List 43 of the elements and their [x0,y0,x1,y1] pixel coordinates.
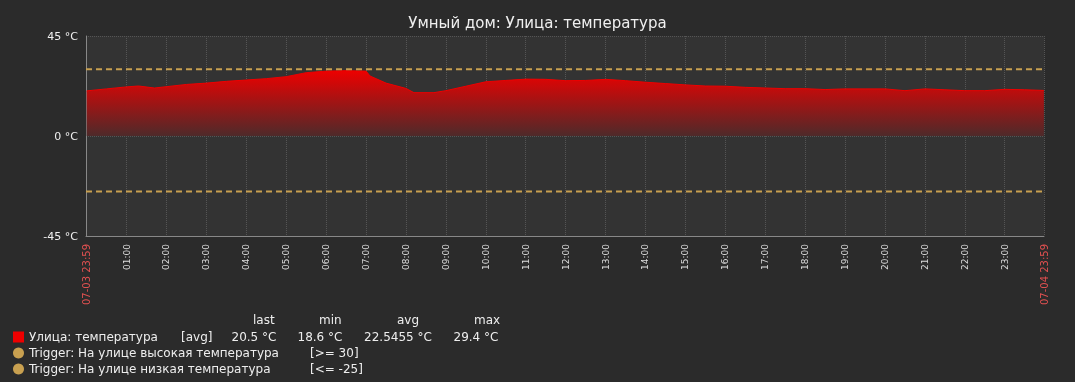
y-tick-label: 45 °C [47,29,79,43]
text: max [474,313,501,327]
x-tick-label: 04:00 [241,243,252,270]
text: 20.5 °C [231,330,277,344]
x-tick-label: 14:00 [640,243,651,270]
text: 18.6 °C [297,330,343,344]
text: [avg] [181,330,213,344]
x-tick-label: 02:00 [161,243,172,270]
legend-label: Улица: температура [29,330,158,344]
x-tick-label: 21:00 [919,243,930,270]
x-tick-label: 10:00 [480,243,491,270]
x-tick-label: 05:00 [281,243,292,270]
y-tick-label: 0 °C [54,129,79,143]
x-tick-label: 18:00 [800,243,811,270]
x-tick-label: 23:00 [999,243,1010,270]
x-tick-label: 03:00 [201,243,212,270]
x-tick-label: 13:00 [600,243,611,270]
text: min [319,313,342,327]
legend-label: Trigger: На улице низкая температура [28,362,271,376]
x-tick-label: 16:00 [720,243,731,270]
x-tick-label: 20:00 [880,243,890,270]
x-tick-label: 17:00 [760,243,771,270]
x-tick-label: 15:00 [680,243,691,270]
text: 29.4 °C [453,330,499,344]
x-tick-label: 01:00 [121,243,132,270]
x-tick-label: 07-04 23:59 [1038,244,1050,306]
x-tick-label: 09:00 [440,243,451,270]
chart-title: Умный дом: Улица: температура [408,13,667,32]
legend-label: Trigger: На улице высокая температура [28,346,279,360]
text: last [253,313,275,327]
x-tick-label: 12:00 [560,243,571,270]
x-tick-label: 06:00 [321,243,332,270]
x-tick-label: 08:00 [401,243,411,270]
text: [<= -25] [310,362,363,376]
text: 22.5455 °C [364,330,432,344]
x-tick-label: 07-03 23:59 [80,244,92,306]
text: avg [397,313,420,327]
y-tick-label: -45 °C [43,229,79,243]
text: [>= 30] [310,346,359,360]
x-tick-label: 11:00 [520,243,531,270]
x-tick-label: 19:00 [840,243,851,270]
x-tick-label: 07:00 [361,243,372,270]
x-tick-label: 22:00 [959,243,970,270]
